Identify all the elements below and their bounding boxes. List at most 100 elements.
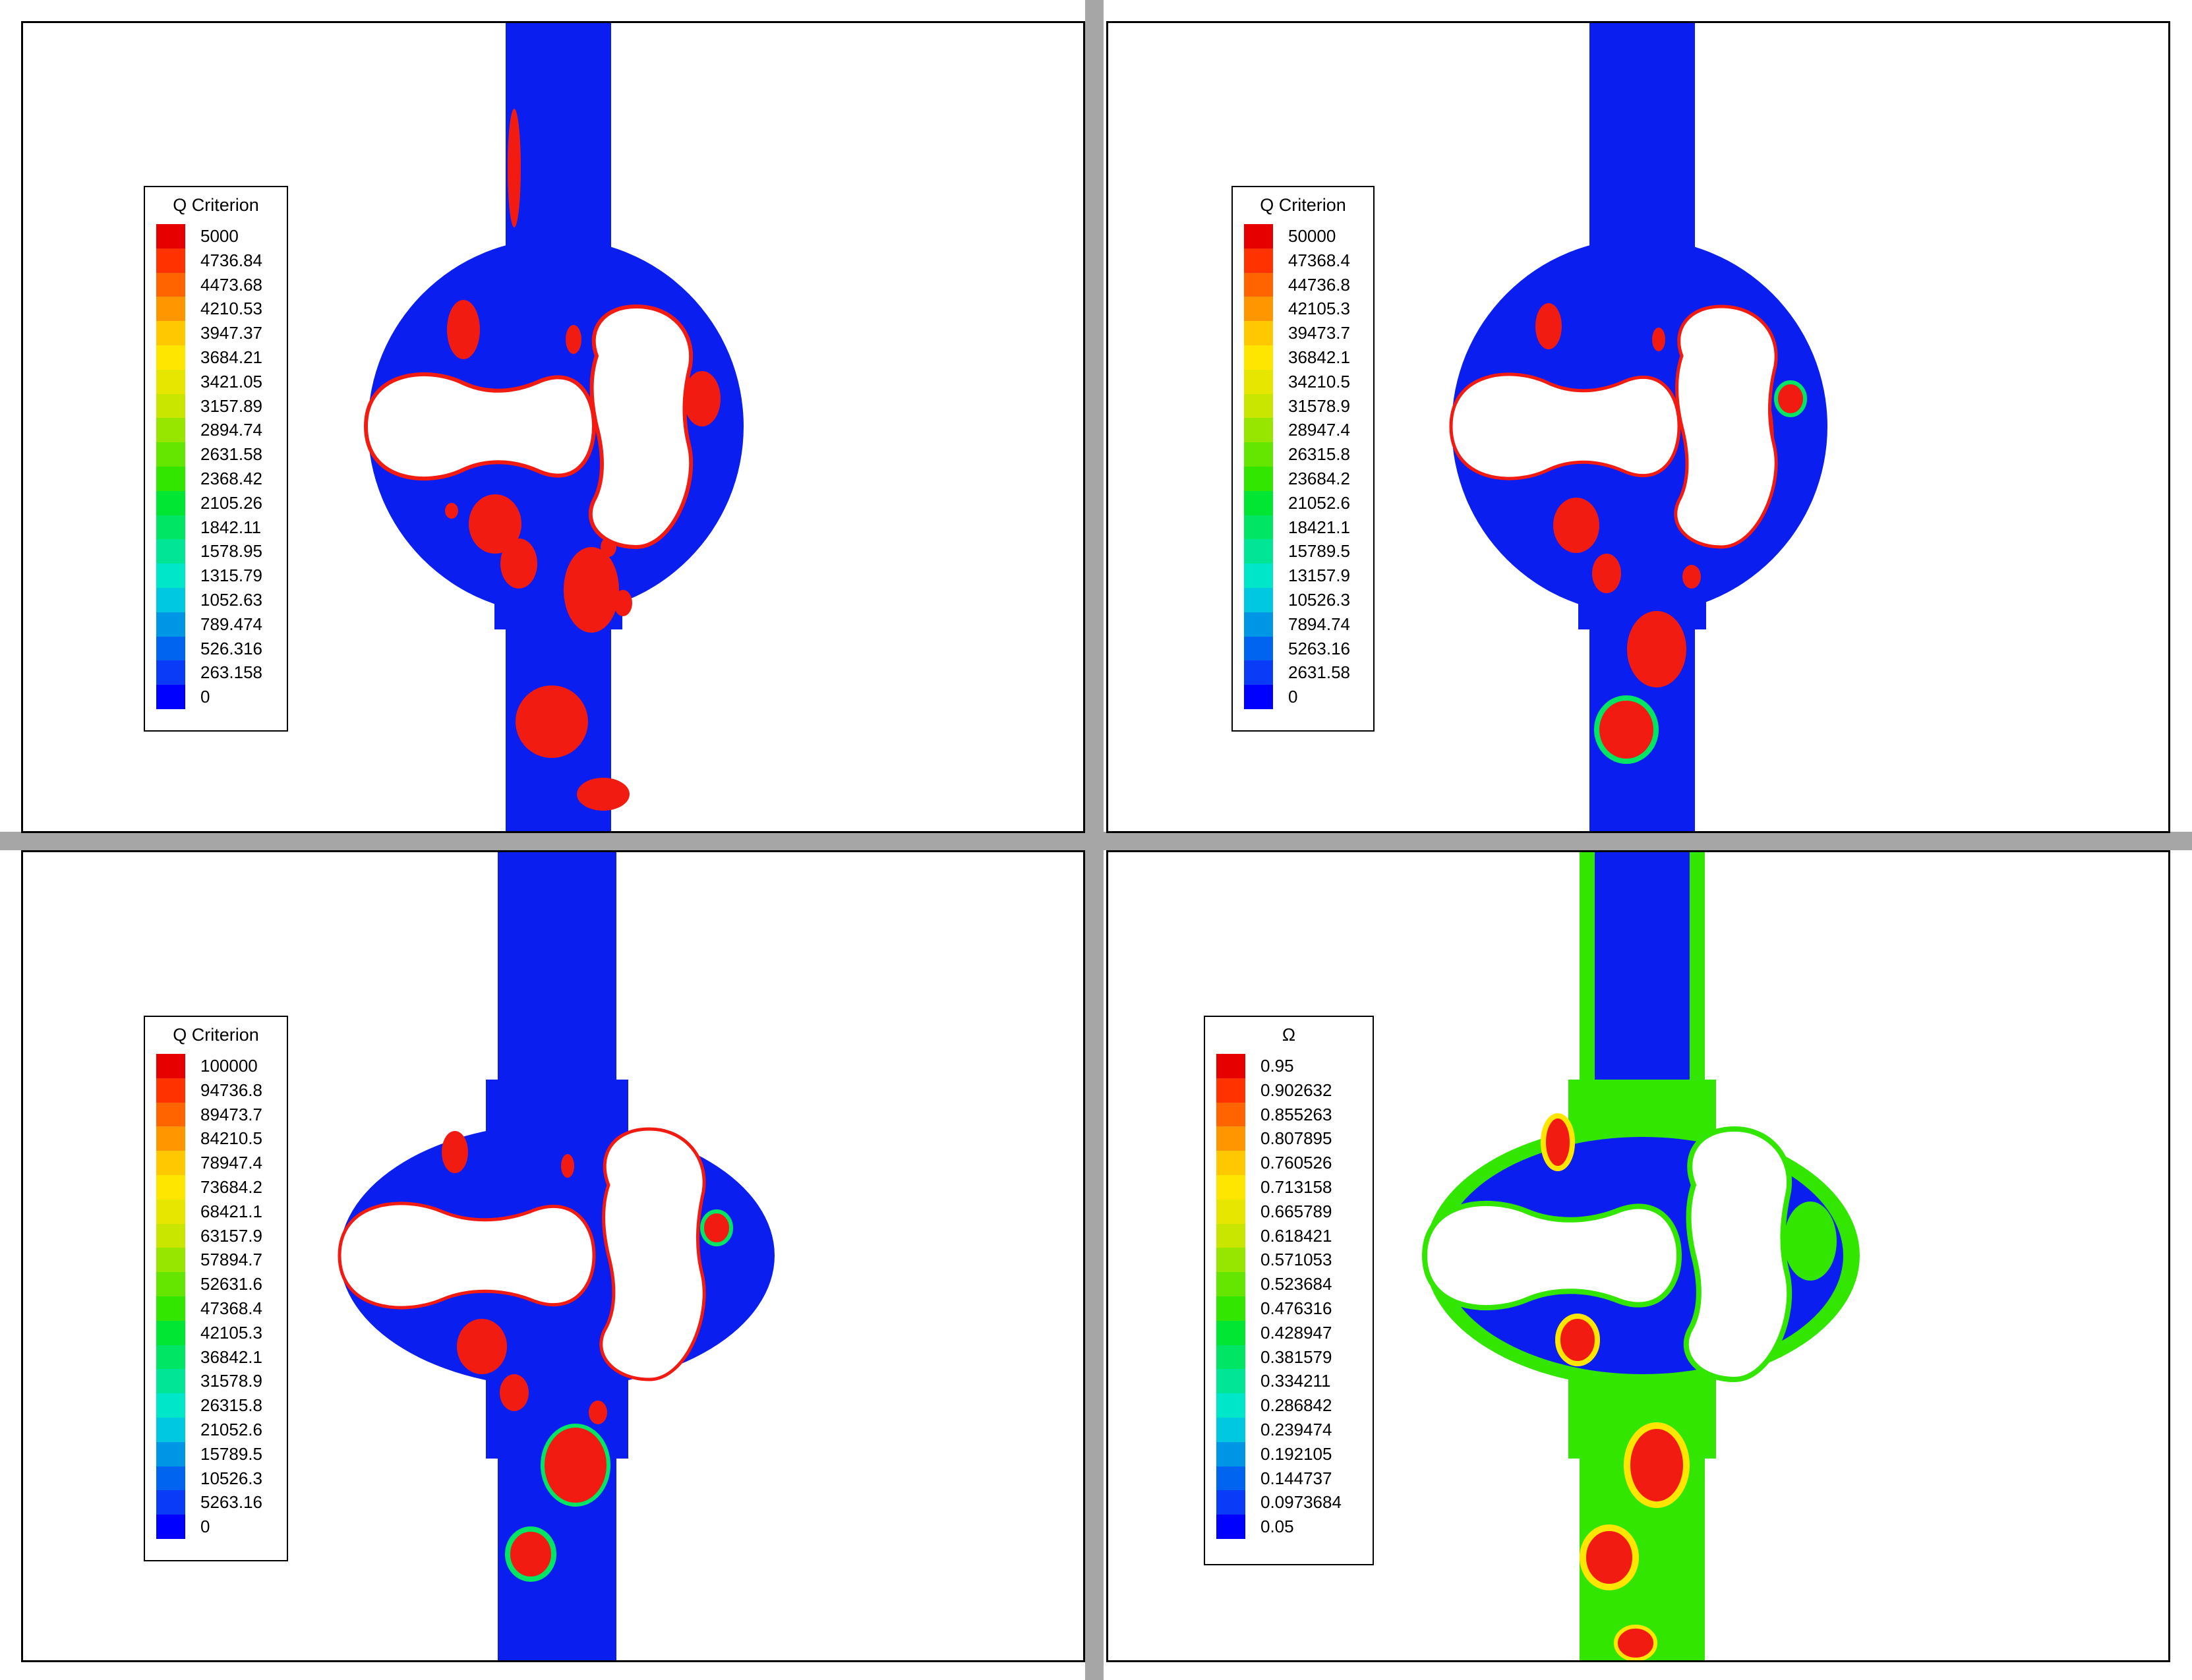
legend: Q Criterion 50000 47368.4 44736.8 42105.3 39… (1231, 186, 1375, 732)
legend-label: 0.334211 (1260, 1371, 1331, 1391)
legend-label: 0.807895 (1260, 1128, 1332, 1149)
legend-label: 15789.5 (1288, 541, 1350, 562)
legend-label: 1842.11 (200, 517, 262, 537)
legend: Ω 0.95 0.902632 0.855263 0.807895 0.760526 0.… (1204, 1016, 1374, 1565)
legend-swatch (1216, 1418, 1245, 1442)
legend-swatch (156, 297, 185, 322)
legend-swatch (156, 612, 185, 637)
legend-label: 42105.3 (1288, 299, 1350, 319)
legend-label: 100000 (200, 1056, 258, 1076)
legend-label: 0.239474 (1260, 1420, 1332, 1439)
vortex-blobs (1541, 1113, 1837, 1660)
legend-swatch (156, 418, 185, 443)
legend-label: 0.95 (1260, 1056, 1294, 1076)
legend-label: 4210.53 (200, 299, 262, 319)
legend-swatch (1216, 1102, 1245, 1127)
legend-label: 94736.8 (200, 1080, 262, 1100)
legend-label: 0 (200, 687, 210, 707)
legend-swatch (1216, 1248, 1245, 1273)
legend-swatch (1244, 224, 1273, 248)
legend-label: 31578.9 (1288, 395, 1350, 416)
legend-swatch (156, 272, 185, 297)
panel-q-criterion-100000: Q Criterion 100000 94736.8 89473.7 84210.5 7… (21, 850, 1085, 1662)
left-rotor (338, 1202, 596, 1310)
legend-swatch (1244, 685, 1273, 710)
legend-label: 2368.42 (200, 469, 262, 488)
flow-field-image (363, 23, 744, 831)
legend-label: 63157.9 (200, 1225, 262, 1246)
legend-swatch (1216, 1054, 1245, 1078)
legend-swatch (156, 1393, 185, 1418)
legend-swatch (1216, 1223, 1245, 1248)
legend-swatch (156, 564, 185, 589)
legend-swatch (1244, 588, 1273, 612)
legend-label: 0.381579 (1260, 1347, 1332, 1367)
legend-swatch (1244, 297, 1273, 322)
legend-swatch (156, 345, 185, 370)
legend-swatch (1216, 1199, 1245, 1224)
legend-swatch (156, 442, 185, 467)
legend-swatch (156, 685, 185, 710)
right-rotor (1683, 1126, 1792, 1383)
legend-label: 2105.26 (200, 492, 262, 513)
legend-swatch (156, 1272, 185, 1297)
rotor-shapes (338, 1127, 706, 1381)
legend-swatch (156, 490, 185, 515)
legend-swatch (1244, 418, 1273, 443)
rotor-shapes (1421, 1126, 1792, 1383)
legend-label: 23684.2 (1288, 469, 1350, 488)
legend-label: 13157.9 (1288, 565, 1350, 586)
legend-swatch (1244, 272, 1273, 297)
legend-label: 0.665789 (1260, 1201, 1332, 1221)
legend-swatch (1244, 467, 1273, 491)
legend-swatch (156, 1296, 185, 1321)
legend-swatch (156, 467, 185, 491)
legend-swatch (156, 1248, 185, 1273)
legend-swatch (1244, 442, 1273, 467)
legend-swatch (1216, 1320, 1245, 1345)
legend-label: 26315.8 (1288, 444, 1350, 465)
right-rotor (588, 304, 694, 550)
legend-label: 84210.5 (200, 1128, 262, 1149)
legend-swatch (1244, 660, 1273, 685)
legend-label: 4473.68 (200, 274, 262, 295)
legend-title: Q Criterion (1260, 195, 1346, 215)
legend-swatch (156, 1320, 185, 1345)
legend-swatch (1244, 369, 1273, 394)
legend-label: 44736.8 (1288, 274, 1350, 295)
legend-label: 28947.4 (1288, 420, 1350, 440)
legend-label: 526.316 (200, 638, 262, 658)
left-rotor (1421, 1200, 1682, 1311)
legend-title: Ω (1282, 1025, 1296, 1045)
legend-label: 0.523684 (1260, 1274, 1332, 1294)
legend: Q Criterion 100000 94736.8 89473.7 84210.5 7… (144, 1016, 288, 1561)
legend-swatch (156, 321, 185, 346)
legend-label: 47368.4 (1288, 250, 1350, 270)
legend-swatch (156, 1151, 185, 1176)
legend-swatch (156, 1102, 185, 1127)
legend-swatch (156, 1126, 185, 1151)
flow-field-image (338, 852, 775, 1660)
legend-swatch (1244, 393, 1273, 419)
legend-swatch (1216, 1466, 1245, 1491)
legend-label: 0.286842 (1260, 1395, 1332, 1416)
legend-swatch (1244, 345, 1273, 370)
legend-label: 36842.1 (200, 1347, 262, 1367)
legend-swatch (1244, 515, 1273, 540)
legend-swatch (1216, 1345, 1245, 1370)
legend-label: 3947.37 (200, 323, 262, 343)
legend-label: 4736.84 (200, 250, 262, 270)
flow-field-image (1449, 23, 1827, 831)
legend-swatch (1216, 1078, 1245, 1103)
legend-swatch (156, 539, 185, 564)
legend-swatch (156, 515, 185, 540)
legend-label: 2894.74 (200, 420, 262, 440)
legend-swatch (1244, 321, 1273, 346)
legend-swatch (156, 1223, 185, 1248)
legend-label: 0.618421 (1260, 1225, 1332, 1246)
legend-label: 39473.7 (1288, 323, 1350, 343)
legend-label: 0.902632 (1260, 1080, 1332, 1100)
legend-swatch (1216, 1369, 1245, 1394)
legend-label: 3157.89 (200, 395, 262, 416)
rotor-shapes (363, 304, 694, 550)
